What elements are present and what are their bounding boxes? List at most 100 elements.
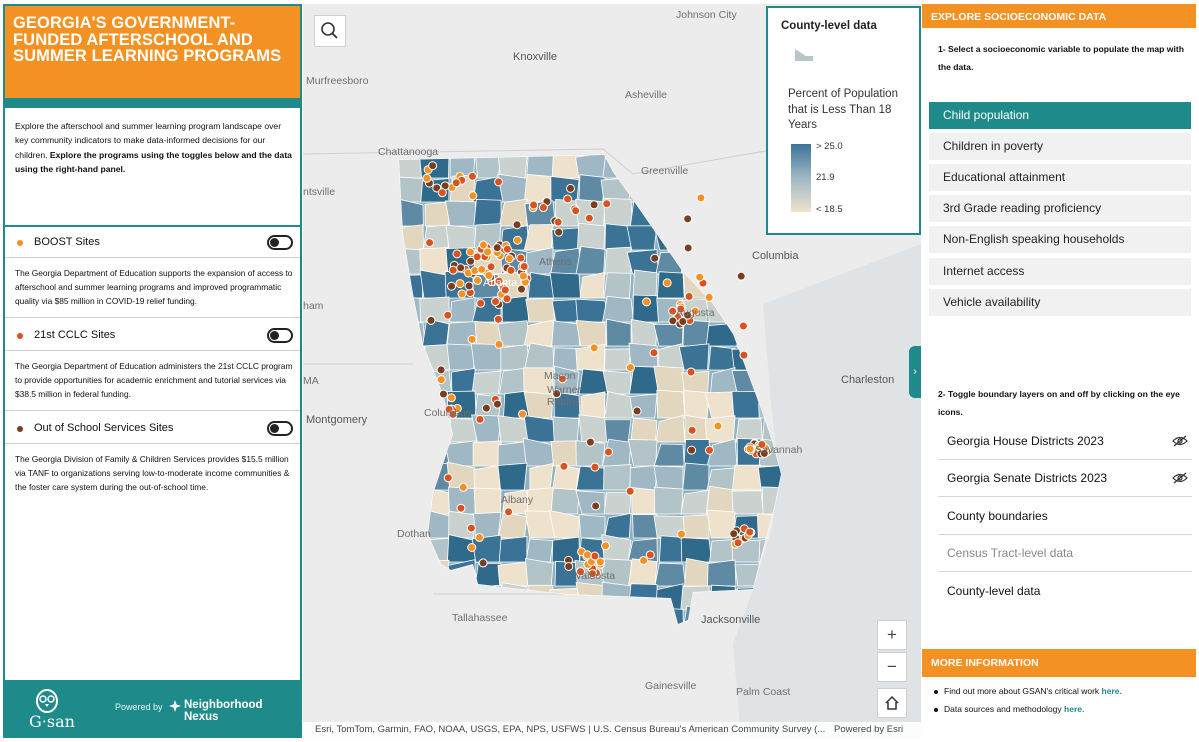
map-view[interactable]: Johnson City Knoxville Murfreesboro Ashe… [303,4,921,738]
gsan-work-link[interactable]: here. [1101,686,1122,696]
variable-children-in-poverty[interactable]: Children in poverty [929,133,1191,160]
program-site-point [645,550,655,560]
county-polygon [549,272,581,299]
county-polygon [446,343,476,371]
county-polygon [603,391,634,419]
variable-child-population[interactable]: Child population [929,102,1191,129]
layer-row-boost[interactable]: BOOST Sites [5,228,300,258]
zoom-in-button[interactable]: + [877,620,907,650]
program-site-point [436,365,446,375]
variable-vehicle-availability[interactable]: Vehicle availability [929,289,1191,316]
county-polygon [627,439,658,467]
program-site-points [422,161,772,579]
county-polygon [445,224,477,251]
program-site-point [571,206,581,216]
boundary-county-level-data[interactable]: County-level data [938,573,1192,610]
county-polygon [525,538,554,563]
program-site-point [625,363,635,373]
program-site-point [575,567,585,577]
program-site-point [601,541,611,551]
boundary-senate-districts[interactable]: Georgia Senate Districts 2023 [938,460,1192,497]
program-site-point [585,437,595,447]
program-site-point [456,263,466,273]
divider [5,317,300,318]
county-polygon [419,247,450,275]
program-site-point [687,425,697,435]
boundary-label: Georgia Senate Districts 2023 [947,471,1108,485]
county-polygon [732,464,763,491]
home-icon [885,695,899,710]
boost-toggle[interactable] [267,235,293,250]
info-text: Data sources and methodology [944,704,1062,714]
city-label: Tallahassee [452,612,508,624]
program-site-point [494,276,504,286]
county-polygon [603,272,632,299]
program-site-point [481,403,491,413]
city-label: Gainesville [645,680,697,692]
county-polygon [552,416,580,443]
layer-label-oss: Out of School Services Sites [34,422,174,434]
program-site-point [483,247,493,257]
program-site-point [704,292,714,302]
eye-off-icon[interactable] [1172,472,1188,484]
layer-row-oss[interactable]: Out of School Services Sites [5,414,300,444]
program-site-point [690,306,700,316]
program-site-point [559,461,569,471]
county-polygon [523,414,557,443]
program-site-point [695,272,705,282]
variable-educational-attainment[interactable]: Educational attainment [929,164,1191,191]
bullet-icon [934,689,938,694]
neighborhood-nexus-link[interactable]: Neighborhood Nexus [184,699,263,723]
county-polygon [656,389,686,419]
program-site-point [458,482,468,492]
program-site-point [676,304,686,314]
legend-tick-low: < 18.5 [816,204,843,215]
program-site-point [589,200,599,210]
divider [5,410,300,411]
program-site-point [704,445,714,455]
eye-off-icon[interactable] [1172,435,1188,447]
program-site-point [662,278,672,288]
home-button[interactable] [877,688,907,718]
variable-reading-proficiency[interactable]: 3rd Grade reading proficiency [929,195,1191,222]
boundary-house-districts[interactable]: Georgia House Districts 2023 [938,423,1192,460]
county-polygon [682,514,710,539]
program-site-point [448,265,458,275]
county-polygon [680,489,710,515]
program-site-point [518,271,528,281]
county-polygon [578,174,606,203]
methodology-link[interactable]: here. [1064,704,1085,714]
program-site-point [476,298,486,308]
city-label: Albany [501,494,534,506]
variable-internet-access[interactable]: Internet access [929,258,1191,285]
county-polygon [654,562,686,587]
program-site-point [557,374,567,384]
program-site-point [602,199,612,209]
program-site-point [475,414,485,424]
boundary-census-tract[interactable]: Census Tract-level data [938,535,1192,572]
oss-toggle[interactable] [267,421,293,436]
variable-non-english[interactable]: Non-English speaking households [929,226,1191,253]
zoom-out-button[interactable]: − [877,652,907,682]
map-search-button[interactable] [314,15,346,47]
layer-desc-21cclc: The Georgia Department of Education admi… [15,361,293,400]
program-site-point [552,389,562,399]
program-site-point [466,256,476,266]
program-site-point [713,421,723,431]
collapse-panel-button[interactable]: › [909,346,921,398]
program-site-point [448,409,458,419]
county-polygon [606,318,632,347]
cclc-toggle[interactable] [267,328,293,343]
powered-by-esri[interactable]: Powered by Esri [834,724,904,735]
program-site-point [466,523,476,533]
layer-row-21cclc[interactable]: 21st CCLC Sites [5,321,300,351]
program-site-point [683,214,693,224]
boundary-county[interactable]: County boundaries [938,498,1192,535]
program-site-point [733,538,743,548]
gsan-owl-logo-icon [36,689,58,713]
program-site-point [493,314,503,324]
legend-polygon-icon [795,49,813,61]
county-polygon [419,296,450,323]
program-site-point [517,409,527,419]
